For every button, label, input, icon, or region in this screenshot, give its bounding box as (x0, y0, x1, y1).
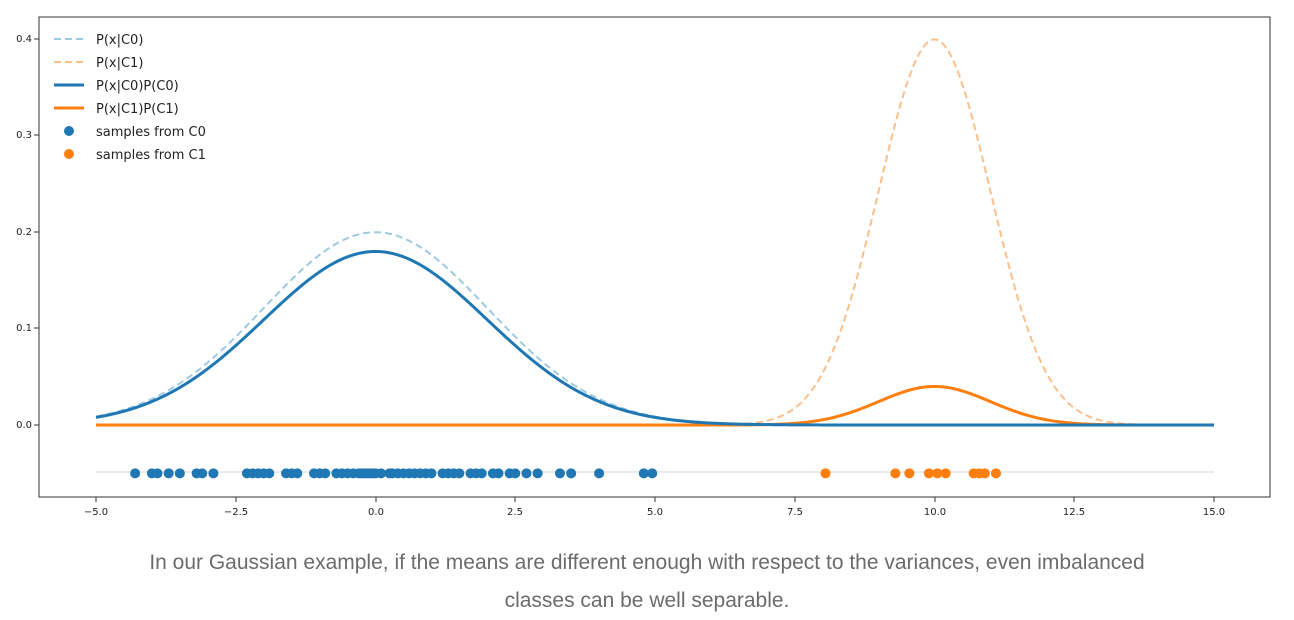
x-tick-label: 7.5 (787, 507, 803, 518)
legend-label-samples-c0: samples from C0 (96, 125, 206, 140)
legend-label-samples-c1: samples from C1 (96, 148, 206, 163)
y-tick: 0.2 (16, 227, 39, 238)
legend-label-pdf-c1: P(x|C1) (96, 56, 143, 71)
figure-caption: In our Gaussian example, if the means ar… (0, 544, 1294, 620)
legend-marker-samples-c0 (64, 126, 74, 136)
y-tick: 0.4 (16, 34, 39, 45)
curve-p-x-c0-p-c0 (95, 249, 1214, 427)
x-axis: −5.0 −2.5 0.0 2.5 5.0 7.5 10.0 12.5 15.0 (84, 497, 1225, 518)
sample-point-c0 (594, 468, 605, 479)
sample-point-c0 (476, 468, 487, 479)
x-tick: 10.0 (924, 497, 946, 518)
legend-label-pdf-c0: P(x|C0) (96, 33, 143, 48)
x-tick: −5.0 (84, 497, 108, 518)
x-tick: 7.5 (787, 497, 803, 518)
sample-point-c0 (174, 468, 185, 479)
sample-point-c0 (197, 468, 208, 479)
sample-point-c0 (376, 468, 387, 479)
sample-point-c0 (264, 468, 275, 479)
sample-point-c0 (532, 468, 543, 479)
x-tick-label: 10.0 (924, 507, 946, 518)
y-tick: 0.0 (16, 420, 39, 431)
y-tick: 0.3 (16, 130, 39, 141)
x-tick: −2.5 (224, 497, 248, 518)
x-tick-label: −5.0 (84, 507, 108, 518)
sample-point-c1 (932, 468, 943, 479)
x-tick-label: −2.5 (224, 507, 248, 518)
sample-point-c0 (510, 468, 521, 479)
sample-point-c0 (566, 468, 577, 479)
sample-point-c0 (554, 468, 565, 479)
sample-point-c1 (990, 468, 1001, 479)
x-tick-label: 12.5 (1063, 507, 1085, 518)
legend-marker-samples-c1 (64, 149, 74, 159)
legend: P(x|C0) P(x|C1) P(x|C0)P(C0) P(x|C1)P(C1… (54, 33, 206, 163)
x-tick: 2.5 (507, 497, 523, 518)
sample-point-c1 (820, 468, 831, 479)
sample-point-c1 (890, 468, 901, 479)
sample-point-c0 (647, 468, 658, 479)
sample-point-c1 (979, 468, 990, 479)
sample-point-c1 (904, 468, 915, 479)
sample-point-c0 (130, 468, 141, 479)
x-tick: 5.0 (647, 497, 663, 518)
sample-point-c0 (426, 468, 437, 479)
curve-p-x-c1-p-c1 (96, 384, 1214, 427)
x-tick-label: 0.0 (368, 507, 384, 518)
y-tick-label: 0.3 (16, 130, 32, 141)
sample-point-c0 (163, 468, 174, 479)
x-tick: 12.5 (1063, 497, 1085, 518)
sample-point-c0 (521, 468, 532, 479)
x-tick-label: 5.0 (647, 507, 663, 518)
x-tick: 0.0 (368, 497, 384, 518)
sample-point-c0 (208, 468, 219, 479)
y-tick-label: 0.2 (16, 227, 32, 238)
y-tick-label: 0.1 (16, 323, 32, 334)
sample-point-c0 (638, 468, 649, 479)
caption-line-1: In our Gaussian example, if the means ar… (149, 551, 1145, 574)
legend-label-weighted-c0: P(x|C0)P(C0) (96, 79, 179, 94)
sample-point-c0 (320, 468, 331, 479)
x-tick-label: 2.5 (507, 507, 523, 518)
sample-point-c1 (940, 468, 951, 479)
caption-line-2: classes can be well separable. (504, 589, 790, 612)
sample-point-c1 (923, 468, 934, 479)
legend-label-weighted-c1: P(x|C1)P(C1) (96, 102, 179, 117)
y-axis: 0.0 0.1 0.2 0.3 0.4 (16, 34, 39, 431)
curve-p-x-c1 (96, 38, 1214, 426)
chart-figure: 0.0 0.1 0.2 0.3 0.4 −5.0 −2.5 0.0 2.5 5.… (16, 16, 1271, 518)
sample-point-c0 (292, 468, 303, 479)
sample-point-c0 (152, 468, 163, 479)
x-tick-label: 15.0 (1203, 507, 1225, 518)
y-tick-label: 0.4 (16, 34, 32, 45)
y-tick-label: 0.0 (16, 420, 32, 431)
curves-layer (95, 38, 1214, 427)
y-tick: 0.1 (16, 323, 39, 334)
points-layer (130, 468, 1001, 479)
sample-point-c0 (454, 468, 465, 479)
x-tick: 15.0 (1203, 497, 1225, 518)
sample-point-c0 (493, 468, 504, 479)
